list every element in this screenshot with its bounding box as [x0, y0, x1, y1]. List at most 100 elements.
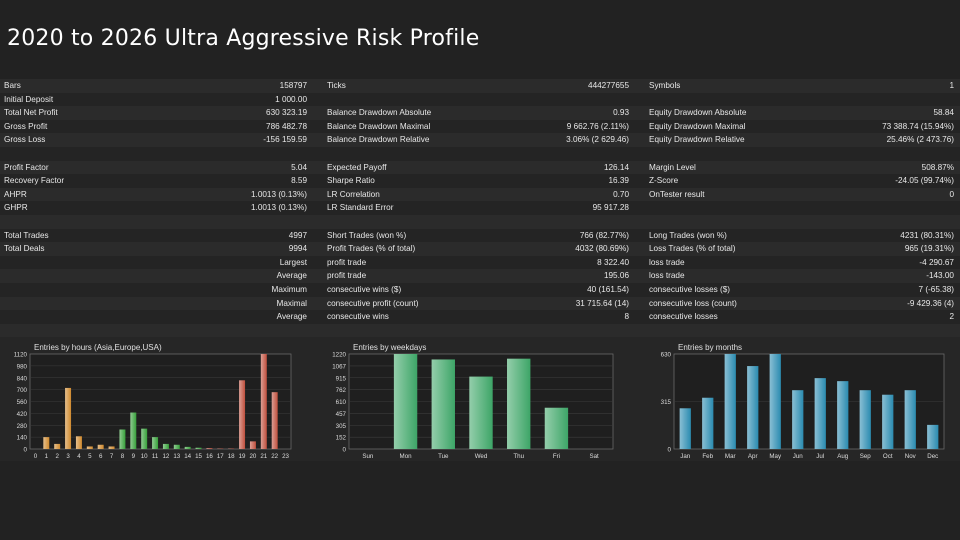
- c1-value-cell: 9994: [288, 244, 307, 254]
- stats-row: Recovery Factor 8.59 Sharpe Ratio 16.39 Z-Sc…: [0, 174, 960, 188]
- months-chart-svg: Entries by months 630 315 0 Jan Feb Mar Apr May J…: [661, 343, 945, 460]
- c2-value-cell: 195.06: [603, 271, 629, 281]
- bar: [75, 436, 82, 449]
- y-tick-label: 1120: [14, 352, 28, 359]
- c1-label-cell: Gross Profit: [4, 121, 48, 131]
- x-tick-label: Aug: [837, 453, 849, 460]
- c3-value-cell: 58.84: [933, 108, 955, 118]
- bar: [724, 354, 736, 449]
- x-tick-label: Apr: [748, 453, 758, 460]
- stats-row: [0, 214, 960, 229]
- c2-label-cell: consecutive wins ($): [327, 284, 402, 294]
- c3-label-cell: Long Trades (won %): [649, 230, 727, 240]
- c2-value-cell: 16.39: [608, 176, 630, 186]
- bar: [239, 380, 246, 449]
- x-tick-label: 12: [162, 453, 169, 460]
- bar: [469, 376, 493, 449]
- c2-value-cell: 4032 (80.69%): [575, 244, 629, 254]
- charts-panel: Entries by hours (Asia,Europe,USA) 1120 98…: [0, 337, 960, 461]
- y-tick-label: 915: [336, 375, 347, 382]
- x-tick-label: Sun: [362, 453, 374, 460]
- y-tick-label: 560: [17, 399, 28, 406]
- y-tick-label: 0: [24, 447, 28, 454]
- c2-value-cell: 3.06% (2 629.46): [566, 135, 629, 145]
- x-tick-label: Fri: [553, 453, 560, 460]
- stats-row: Total Deals 9994 Profit Trades (% of total…: [0, 242, 960, 256]
- c1-label-cell: Gross Loss: [4, 135, 46, 145]
- c1-label-cell: Total Trades: [4, 230, 49, 240]
- c1-value-cell: 786 482.78: [266, 121, 307, 131]
- months-chart: Entries by months 630 315 0 Jan Feb Mar Apr May J…: [651, 341, 949, 463]
- y-tick-label: 420: [17, 411, 28, 418]
- x-tick-label: 0: [34, 453, 38, 460]
- c2-label-cell: profit trade: [327, 257, 367, 267]
- c3-label-cell: consecutive losses ($): [649, 284, 730, 294]
- x-tick-label: 3: [66, 453, 70, 460]
- c3-value-cell: -9 429.36 (4): [907, 298, 954, 308]
- c3-label-cell: Z-Score: [649, 176, 679, 186]
- c3-value-cell: 7 (-65.38): [918, 284, 955, 294]
- stats-row: GHPR 1.0013 (0.13%) LR Standard Error 95 91…: [0, 201, 960, 215]
- bar: [679, 408, 691, 449]
- c3-value-cell: 1: [949, 81, 954, 90]
- bar: [260, 354, 267, 449]
- c2-label-cell: Balance Drawdown Relative: [327, 135, 430, 145]
- stats-row: Average consecutive wins 8 consecutive loss…: [0, 310, 960, 324]
- c1-label-cell: Bars: [4, 81, 21, 90]
- bar: [904, 390, 916, 449]
- c1-value-cell: 1.0013 (0.13%): [251, 203, 307, 213]
- y-tick-label: 457: [336, 411, 347, 418]
- bar: [130, 412, 137, 449]
- c3-label-cell: OnTester result: [649, 189, 705, 199]
- page-title: 2020 to 2026 Ultra Aggressive Risk Profi…: [7, 26, 480, 51]
- bar: [814, 378, 826, 449]
- x-tick-label: 18: [228, 453, 235, 460]
- c3-label-cell: Equity Drawdown Maximal: [649, 121, 746, 131]
- stats-row: Gross Profit 786 482.78 Balance Drawdown M…: [0, 119, 960, 134]
- c1-value-cell: 158797: [279, 81, 307, 90]
- stats-row: Total Trades 4997 Short Trades (won %) 766 …: [0, 228, 960, 243]
- bar: [119, 429, 126, 449]
- c2-label-cell: LR Standard Error: [327, 203, 394, 213]
- x-tick-label: 4: [77, 453, 81, 460]
- c2-label-cell: Expected Payoff: [327, 162, 387, 172]
- x-tick-label: 15: [195, 453, 202, 460]
- bar: [507, 358, 531, 449]
- c3-label-cell: Equity Drawdown Absolute: [649, 108, 747, 118]
- bar: [162, 443, 169, 449]
- x-tick-label: 6: [99, 453, 103, 460]
- x-tick-label: 2: [55, 453, 59, 460]
- bar: [837, 381, 849, 449]
- x-tick-label: Tue: [438, 453, 449, 460]
- c2-label-cell: Ticks: [327, 81, 346, 90]
- x-tick-label: 13: [173, 453, 180, 460]
- c1-value-cell: Largest: [279, 257, 307, 267]
- x-tick-label: Thu: [513, 453, 524, 460]
- y-tick-label: 280: [17, 423, 28, 430]
- x-tick-label: May: [769, 453, 782, 460]
- c2-value-cell: 95 917.28: [592, 203, 629, 213]
- x-tick-label: Jun: [793, 453, 804, 460]
- c3-value-cell: 25.46% (2 473.76): [886, 135, 954, 145]
- c1-label-cell: AHPR: [4, 189, 27, 199]
- c3-value-cell: 4231 (80.31%): [900, 230, 954, 240]
- c2-label-cell: profit trade: [327, 271, 367, 281]
- y-tick-label: 980: [17, 363, 28, 370]
- c1-value-cell: 1 000.00: [275, 94, 307, 104]
- c3-label-cell: Loss Trades (% of total): [649, 244, 736, 254]
- x-tick-label: Wed: [475, 453, 488, 460]
- c3-label-cell: loss trade: [649, 257, 685, 267]
- stats-table: Bars 158797 Ticks 444277655 Symbols 1 Initial …: [0, 79, 960, 338]
- x-tick-label: Jan: [680, 453, 691, 460]
- c1-value-cell: 5.04: [291, 162, 307, 172]
- bar: [65, 387, 72, 449]
- x-tick-label: 5: [88, 453, 92, 460]
- c3-label-cell: consecutive losses: [649, 312, 718, 322]
- bar: [206, 448, 213, 449]
- x-tick-label: 10: [141, 453, 148, 460]
- c1-value-cell: 8.59: [291, 176, 307, 186]
- c2-label-cell: Balance Drawdown Maximal: [327, 121, 431, 131]
- c3-value-cell: 965 (19.31%): [904, 244, 954, 254]
- c2-label-cell: consecutive wins: [327, 312, 389, 322]
- c3-value-cell: 73 388.74 (15.94%): [882, 121, 954, 131]
